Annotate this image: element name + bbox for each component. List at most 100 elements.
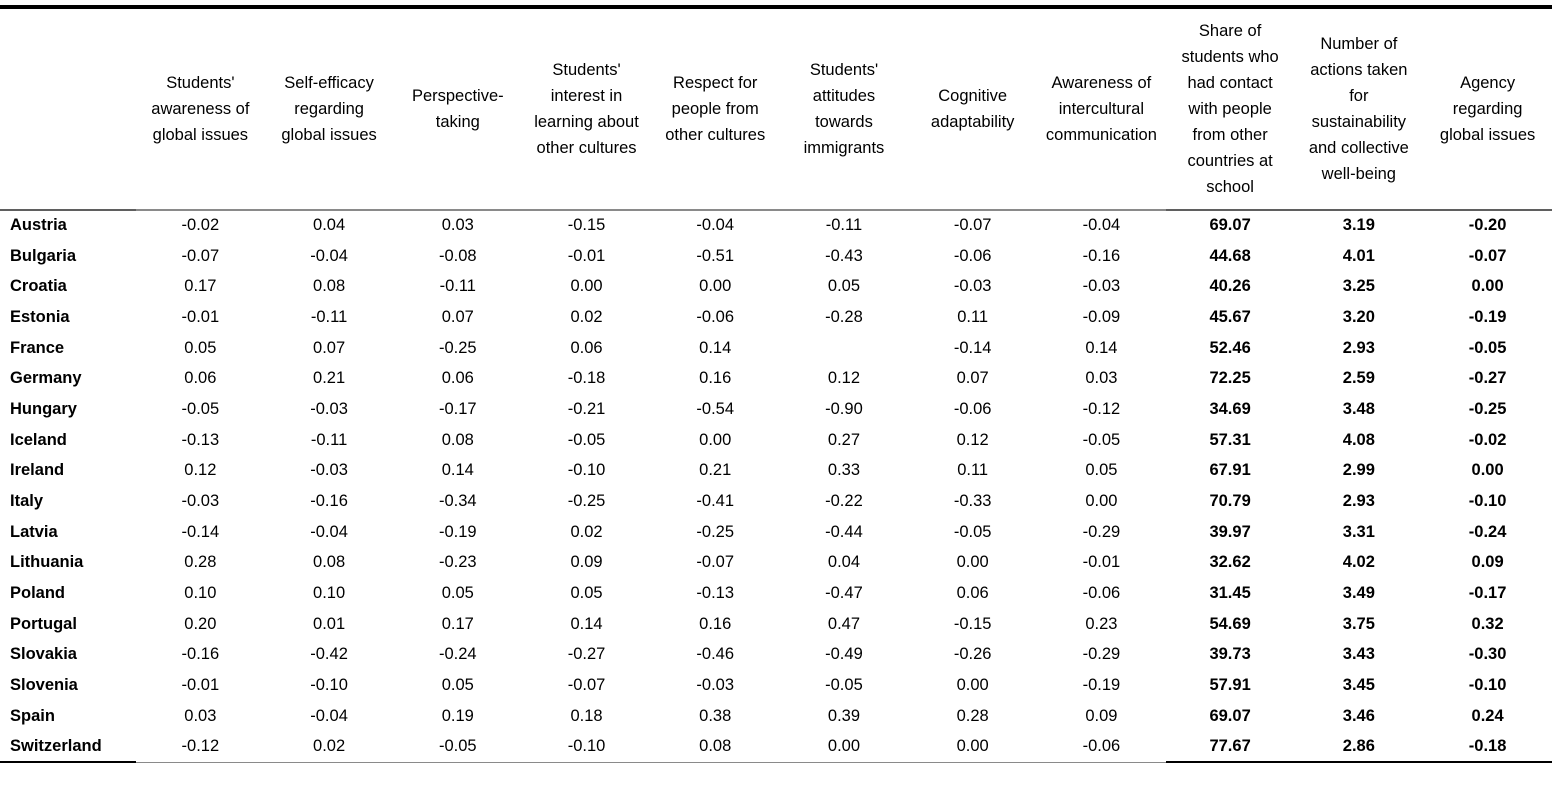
column-header: Number of actions taken for sustainabili… [1294,7,1424,211]
value-cell: 34.69 [1209,399,1251,418]
value-cell: -0.03 [696,676,735,695]
value-cell: 0.06 [956,584,989,603]
value-cell: -0.07 [567,676,606,695]
value-cell: 0.47 [827,614,861,633]
table-row: Bulgaria -0.07 -0.04 -0.08 -0.01 -0.51 -0.43 -0… [0,241,1552,272]
value-cell: 0.14 [441,461,474,480]
value-cell: 2.86 [1294,731,1424,764]
value-cell: -0.17 [1468,584,1507,603]
value-cell: -0.10 [1468,492,1507,511]
value-cell: 0.05 [1085,461,1118,480]
value-cell: 0.21 [313,369,346,388]
table-row: Hungary -0.05 -0.03 -0.17 -0.21 -0.54 -0.90 -0.… [0,394,1552,425]
value-cell: -0.16 [181,645,220,664]
country-cell: Iceland [10,430,67,449]
table-body: Austria -0.02 0.04 0.03 -0.15 -0.04 -0.11 -0.07… [0,210,1552,764]
value-cell: -0.06 [696,307,735,326]
value-cell: -0.15 [567,216,606,235]
value-cell: -0.47 [825,584,863,603]
country-cell: Ireland [10,461,65,480]
value-cell: 2.93 [1342,492,1375,511]
value-cell: -0.16 [310,492,348,511]
value-cell: 0.14 [1085,338,1118,357]
value-cell: -0.14 [953,338,992,357]
value-cell: -0.13 [696,584,735,603]
value-cell: 2.59 [1342,369,1375,388]
country-cell: Croatia [10,277,67,296]
country-cell: Switzerland [0,731,136,764]
value-cell: -0.05 [1468,338,1507,357]
table-row: Italy -0.03 -0.16 -0.34 -0.25 -0.41 -0.22 -0.33… [0,486,1552,517]
column-header: Perspective-taking [393,7,523,211]
value-cell: 0.05 [441,676,474,695]
value-cell: 3.48 [1342,399,1375,418]
country-cell: Hungary [10,399,77,418]
value-cell: 0.23 [1085,614,1118,633]
value-cell: 0.12 [956,430,989,449]
value-cell: -0.01 [181,307,220,326]
value-cell: -0.07 [181,246,220,265]
country-cell: Slovenia [10,676,78,695]
value-cell: 0.14 [570,614,603,633]
value-cell: 0.06 [441,369,474,388]
column-header: Students' interest in learning about oth… [522,7,651,211]
value-cell: 69.07 [1209,216,1251,235]
value-cell: 0.02 [570,307,603,326]
value-cell: -0.25 [1468,399,1507,418]
value-cell: 0.05 [184,338,217,357]
column-header: Students' attitudes towards immigrants [779,7,909,211]
value-cell: 0.09 [1085,706,1118,725]
value-cell: 4.08 [1342,430,1375,449]
value-cell: -0.29 [1082,522,1121,541]
value-cell: 31.45 [1209,584,1251,603]
value-cell: -0.42 [310,645,348,664]
value-cell: 0.00 [699,277,732,296]
value-cell: 45.67 [1209,307,1251,326]
value-cell: -0.25 [567,492,606,511]
value-cell [780,333,909,364]
value-cell: -0.11 [310,307,348,326]
table-row: Germany 0.06 0.21 0.06 -0.18 0.16 0.12 0.07 0.03… [0,363,1552,394]
country-cell: Portugal [10,614,77,633]
value-cell: 2.99 [1342,461,1375,480]
table-row: France 0.05 0.07 -0.25 0.06 0.14 -0.14 0.14 52.4… [0,333,1552,364]
value-cell: 39.97 [1209,522,1251,541]
value-cell: -0.07 [696,553,735,572]
value-cell: 0.11 [957,461,989,480]
value-cell: -0.05 [393,731,523,763]
country-cell: Estonia [10,307,70,326]
value-cell: 0.02 [264,731,394,763]
table-row: Switzerland -0.12 0.02 -0.05 -0.10 0.08 0.00 0.… [0,731,1552,764]
value-cell: -0.05 [1082,430,1121,449]
value-cell: -0.10 [310,676,348,695]
value-cell: -0.23 [438,553,477,572]
value-cell: 69.07 [1209,706,1251,725]
value-cell: 0.24 [1471,706,1504,725]
value-cell: -0.03 [310,461,348,480]
value-cell: 0.17 [441,614,474,633]
value-cell: -0.01 [567,246,606,265]
table-row: Spain 0.03 -0.04 0.19 0.18 0.38 0.39 0.28 0.09 69… [0,701,1552,732]
value-cell: -0.02 [1468,430,1507,449]
value-cell: 0.05 [570,584,603,603]
value-cell: 0.11 [957,307,989,326]
value-cell: 77.67 [1165,731,1295,764]
value-cell: 0.05 [441,584,474,603]
table-row: Croatia 0.17 0.08 -0.11 0.00 0.00 0.05 -0.03 -0.… [0,271,1552,302]
table-row: Poland 0.10 0.10 0.05 0.05 -0.13 -0.47 0.06 -0.0… [0,578,1552,609]
value-cell: 0.27 [827,430,861,449]
value-cell: 0.16 [699,369,732,388]
value-cell: 40.26 [1209,277,1251,296]
value-cell: 0.08 [313,277,346,296]
value-cell: -0.19 [1468,307,1507,326]
value-cell: 3.46 [1342,706,1375,725]
value-cell: 0.10 [313,584,346,603]
value-cell: -0.16 [1082,246,1121,265]
value-cell: 0.28 [956,706,989,725]
value-cell: 0.08 [650,731,780,763]
value-cell: -0.25 [696,522,735,541]
value-cell: 0.09 [570,553,603,572]
table-row: Iceland -0.13 -0.11 0.08 -0.05 0.00 0.27 0.12 -0… [0,425,1552,456]
value-cell: -0.22 [825,492,863,511]
